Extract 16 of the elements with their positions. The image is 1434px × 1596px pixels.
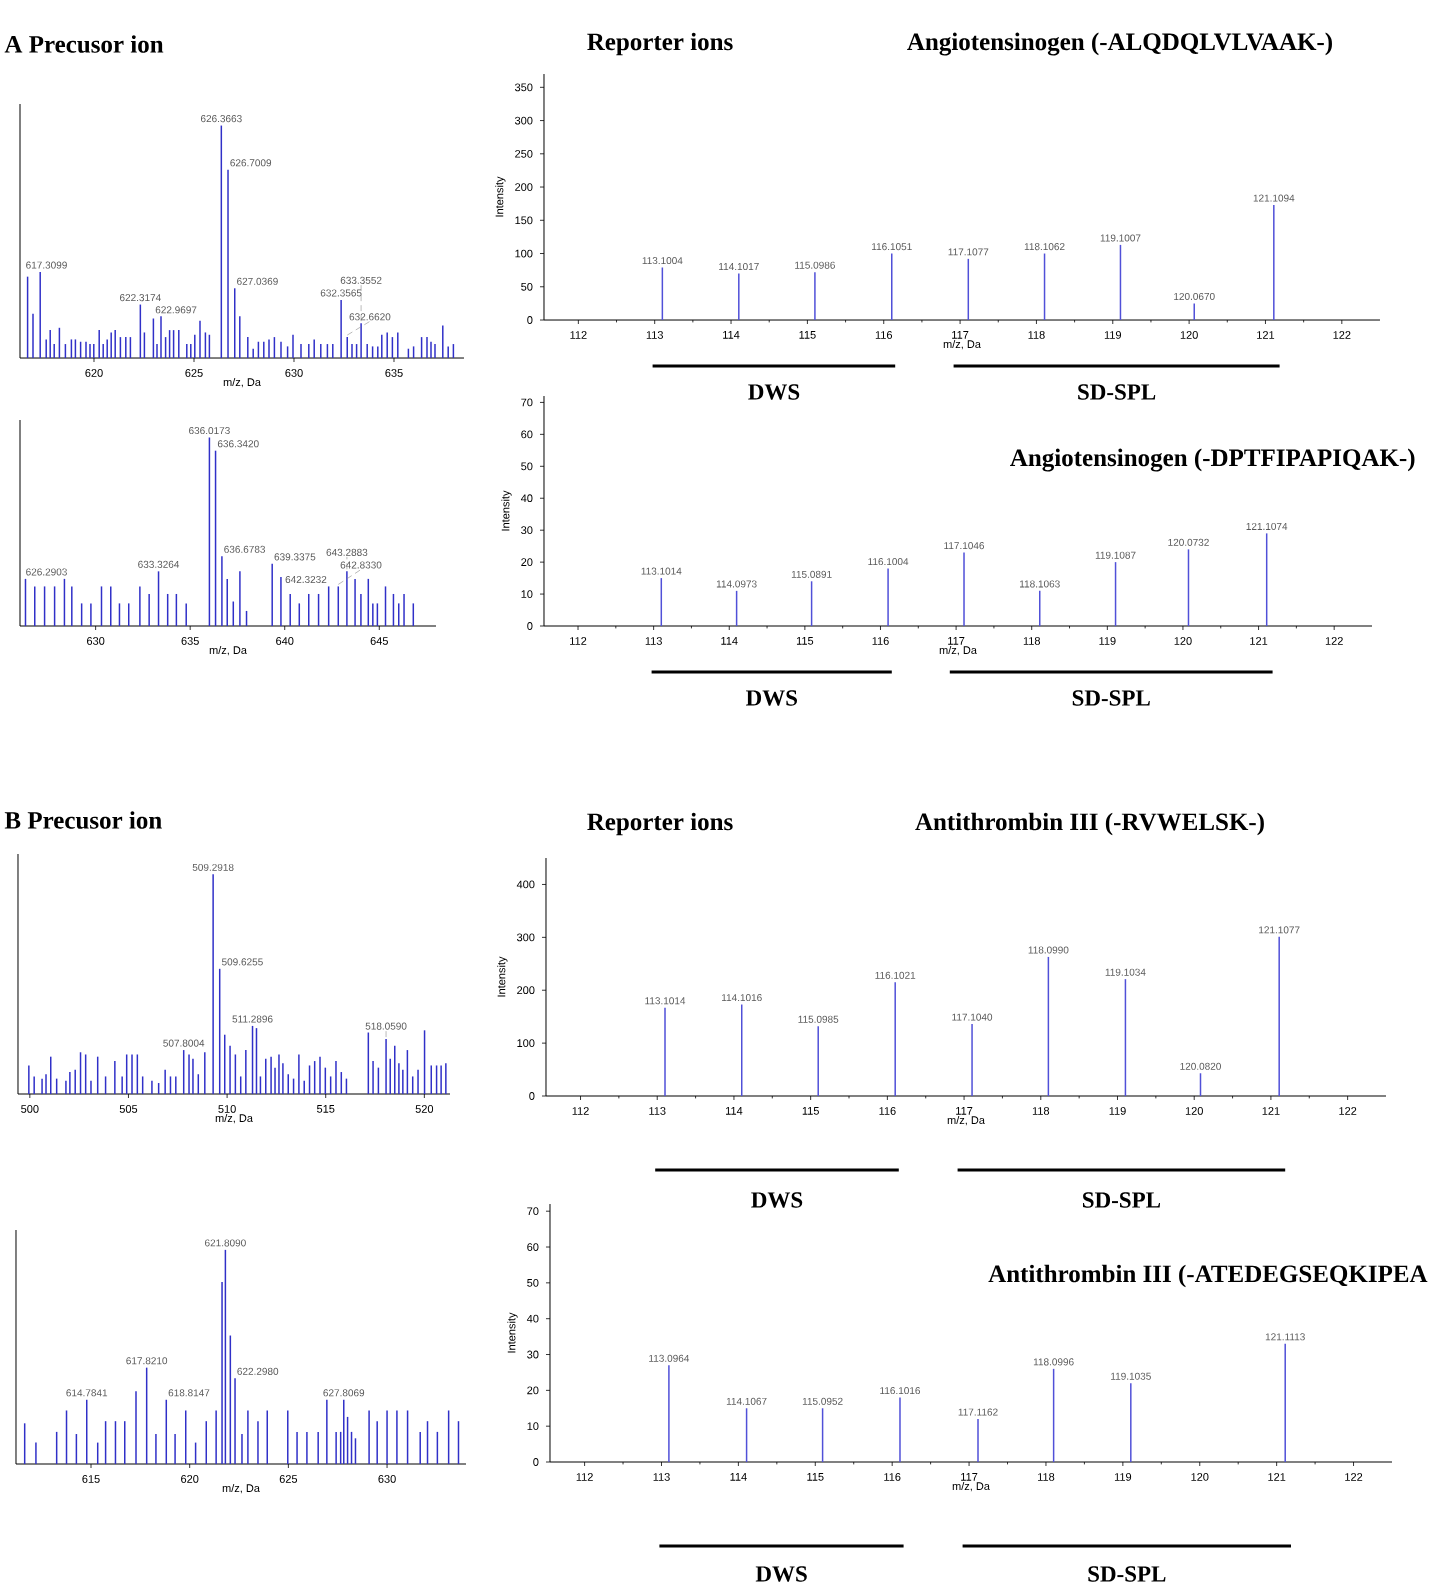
text: SD-SPL	[1072, 690, 1150, 706]
annotation: DWS	[751, 1192, 803, 1208]
chart-title: B Precusor ion	[4, 811, 162, 829]
text: Reporter ions	[587, 32, 733, 56]
annotation: SD-SPL	[1078, 384, 1156, 400]
chart-title: Antithrombin III (-RVWELSK-)	[915, 812, 1264, 836]
text: SD-SPL	[1088, 1566, 1166, 1582]
text: DWS	[746, 690, 798, 706]
text: Angiotensinogen (-DPTFIPAPIQAK-)	[1010, 448, 1415, 472]
annotation: SD-SPL	[1083, 1192, 1161, 1208]
text: Antithrombin III (-ATEDEGSEQKIPEA	[988, 1264, 1428, 1288]
chart-title: Angiotensinogen (-ALQDQLVLVAAK-)	[907, 32, 1332, 56]
annotation: DWS	[748, 384, 800, 400]
text: DWS	[755, 1566, 807, 1582]
text: Reporter ions	[587, 812, 733, 836]
chart-title: A Precusor ion	[4, 35, 164, 53]
